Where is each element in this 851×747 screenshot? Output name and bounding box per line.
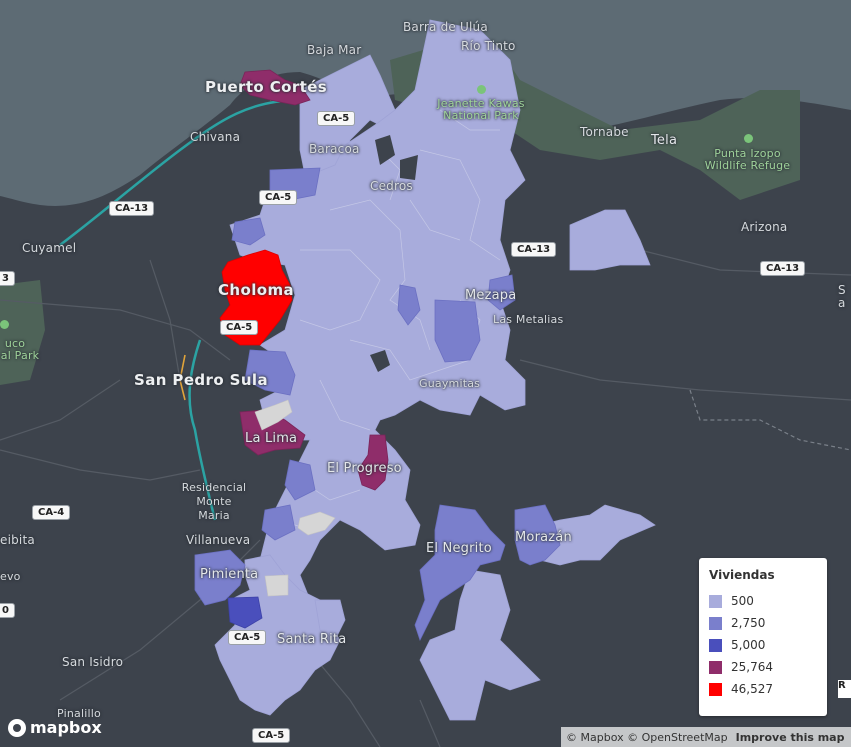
highway-lines <box>59 98 331 521</box>
attribution-text[interactable]: © Mapbox © OpenStreetMap <box>566 730 728 744</box>
attribution-bar: © Mapbox © OpenStreetMap Improve this ma… <box>561 727 851 747</box>
highway-shield: CA-5 <box>220 320 259 335</box>
park-icon <box>477 85 486 94</box>
place-label: Barra de Ulúa <box>403 20 488 34</box>
legend-swatch <box>709 682 722 696</box>
highway-shield: CA-13 <box>511 242 557 257</box>
choropleth-5000 <box>227 596 263 629</box>
park-label: Punta Izopo Wildlife Refuge <box>704 147 791 172</box>
place-label: Baracoa <box>309 142 360 156</box>
map-control-button[interactable]: R <box>838 680 851 698</box>
place-label: Cuyamel <box>22 241 77 255</box>
improve-map-link[interactable]: Improve this map <box>735 730 845 744</box>
legend-item: 2,750 <box>709 612 817 634</box>
city-label: Choloma <box>218 281 294 299</box>
highway-shield: CA-4 <box>32 505 71 520</box>
legend-label: 5,000 <box>731 638 766 652</box>
legend-label: 2,750 <box>731 616 766 630</box>
highway-shield: CA-5 <box>259 190 298 205</box>
park-icon <box>0 320 9 329</box>
park-label: uco <box>4 337 26 350</box>
park-west <box>0 280 45 385</box>
legend-title: Viviendas <box>709 568 775 582</box>
legend-swatch <box>709 616 722 630</box>
highway-shield: 3 <box>0 271 15 286</box>
legend-swatch <box>709 594 722 608</box>
legend-label: 25,764 <box>731 660 773 674</box>
legend-swatch <box>709 660 722 674</box>
city-label: San Pedro Sula <box>134 371 269 389</box>
place-label: Residencial Monte Maria <box>181 481 247 522</box>
choropleth-2750 <box>194 167 561 642</box>
place-label: Morazán <box>515 530 572 545</box>
legend-item: 25,764 <box>709 656 817 678</box>
legend-item: 46,527 <box>709 678 817 700</box>
place-label: Chivana <box>190 130 241 144</box>
choropleth-nodata <box>254 399 336 597</box>
place-label: Pinalillo <box>57 707 101 720</box>
place-label: S <box>838 283 846 297</box>
sea-area <box>0 0 851 206</box>
highway-shield: CA-13 <box>760 261 806 276</box>
place-label: Guaymitas <box>419 377 481 390</box>
place-label: San Isidro <box>62 655 124 669</box>
place-label: evo <box>0 570 21 583</box>
legend-item: 5,000 <box>709 634 817 656</box>
place-label: Las Metalias <box>493 313 564 326</box>
mapbox-logo-icon <box>8 718 26 737</box>
place-label: eibita <box>0 533 35 547</box>
place-label: Pimienta <box>200 567 259 582</box>
highway-shield: CA-5 <box>317 111 356 126</box>
highway-shield: 0 <box>0 603 15 618</box>
mapbox-logo[interactable]: mapbox <box>8 718 102 737</box>
highway-shield: CA-5 <box>252 728 291 743</box>
park-label: Jeanette Kawas National Park <box>437 97 525 122</box>
place-label: Tornabe <box>580 125 629 139</box>
choropleth-gaps <box>370 135 418 372</box>
place-label: Río Tinto <box>461 39 516 53</box>
place-label: Arizona <box>741 220 788 234</box>
place-label: El Negrito <box>426 541 492 556</box>
place-label: Mezapa <box>465 288 517 303</box>
park-label: al Park <box>0 349 40 362</box>
place-label: Cedros <box>370 179 413 193</box>
choropleth-25764 <box>239 69 389 491</box>
place-label: El Progreso <box>327 461 402 476</box>
legend-item: 500 <box>709 590 817 612</box>
legend-label: 46,527 <box>731 682 773 696</box>
highway-shield: CA-5 <box>228 630 267 645</box>
legend-label: 500 <box>731 594 754 608</box>
mapbox-logo-text: mapbox <box>30 718 102 737</box>
place-label: La Lima <box>245 431 298 446</box>
place-label: Tela <box>651 133 678 148</box>
city-label: Puerto Cortés <box>205 78 328 96</box>
highway-shield: CA-13 <box>109 201 155 216</box>
place-label: Villanueva <box>186 533 251 547</box>
map-legend: Viviendas 500 2,750 5,000 25,764 46,527 <box>699 558 827 716</box>
place-label: a <box>838 296 846 310</box>
park-icon <box>744 134 753 143</box>
place-label: Baja Mar <box>307 43 362 57</box>
legend-swatch <box>709 638 722 652</box>
place-label: Santa Rita <box>277 632 347 647</box>
